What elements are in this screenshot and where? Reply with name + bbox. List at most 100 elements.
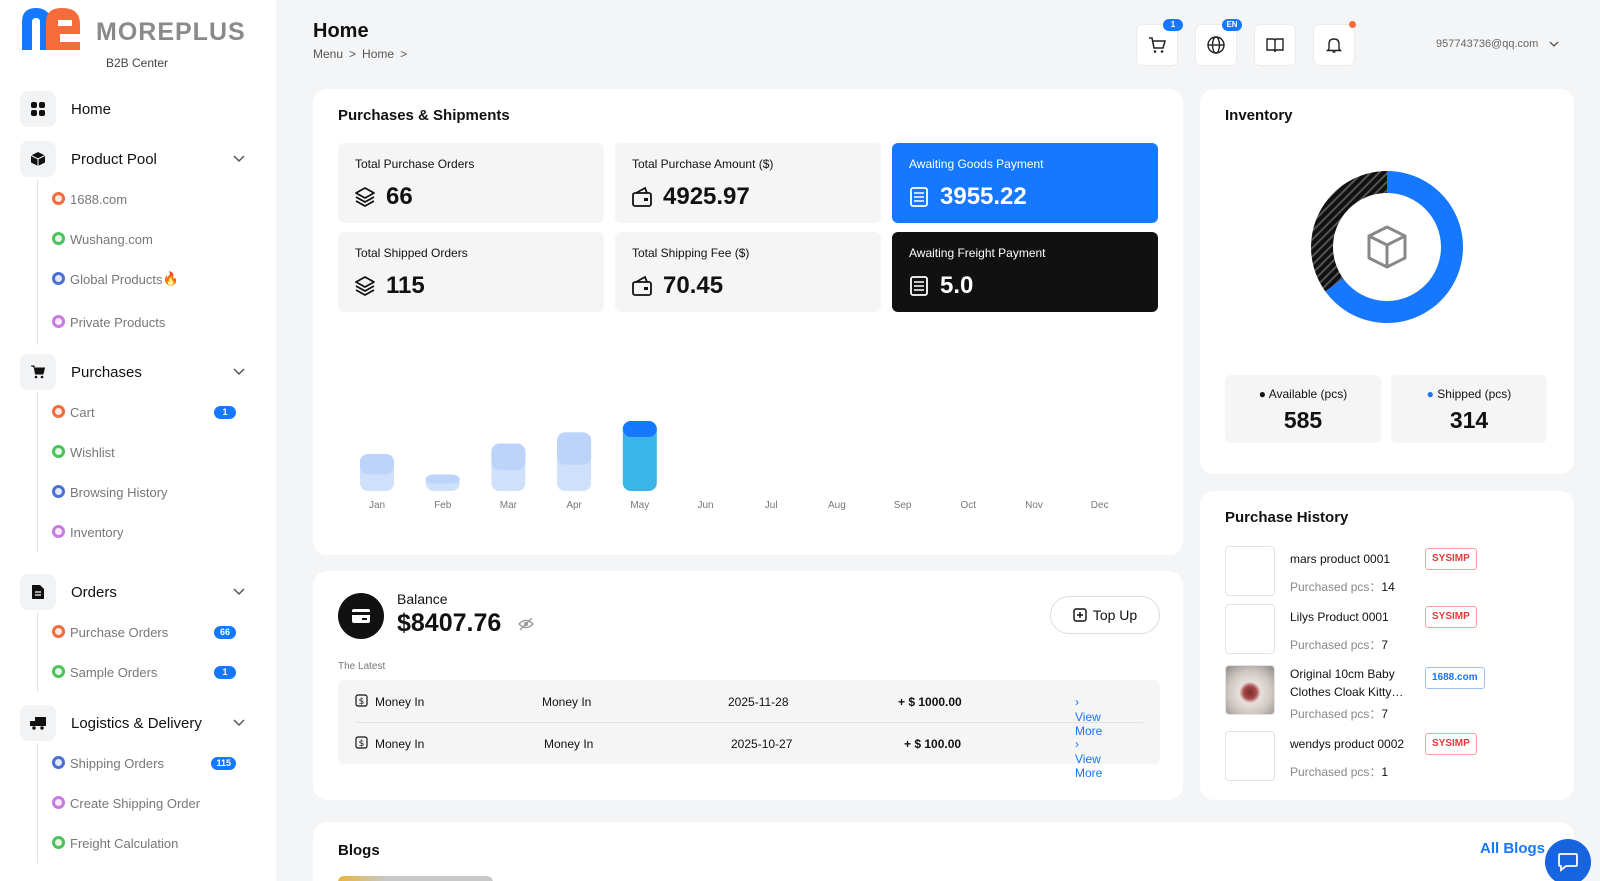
bell-icon xyxy=(1325,38,1343,53)
layers-icon xyxy=(355,276,375,296)
globe-icon xyxy=(1207,36,1225,54)
nav-item-global-products[interactable]: Global Products 🔥 xyxy=(38,259,256,299)
header-language-button[interactable]: EN xyxy=(1195,19,1242,66)
product-thumbnail xyxy=(1225,604,1275,654)
month-label-apr: Apr xyxy=(566,500,582,511)
balance-card: Balance $8407.76 Top Up The Latest $ Mon… xyxy=(313,571,1183,800)
dollar-icon: $ xyxy=(355,736,368,749)
divider xyxy=(355,722,1143,723)
bar-cap-feb xyxy=(425,474,460,484)
dollar-icon: $ xyxy=(355,694,368,707)
blogs-card: Blogs xyxy=(313,822,1574,881)
header-cart-button[interactable]: 1 xyxy=(1136,19,1183,66)
fire-icon: 🔥 xyxy=(162,271,179,286)
source-tag: SYSIMP xyxy=(1425,606,1477,628)
card-icon xyxy=(338,593,384,639)
nav-item-wishlist[interactable]: Wishlist xyxy=(38,432,256,472)
all-blogs-link[interactable]: All Blogs xyxy=(1480,840,1546,857)
nav-item-shipping-orders[interactable]: Shipping Orders 115 xyxy=(38,743,256,783)
bar-cap-mar xyxy=(491,443,526,470)
bar-may[interactable] xyxy=(622,421,657,491)
nav-product-pool-header[interactable]: Product Pool xyxy=(20,139,256,179)
stat-awaiting-freight-payment[interactable]: Awaiting Freight Payment 5.0 xyxy=(892,232,1158,312)
source-tag: SYSIMP xyxy=(1425,733,1477,755)
user-menu[interactable]: 957743736@qq.com xyxy=(1436,38,1560,50)
stat-total-purchase-orders[interactable]: Total Purchase Orders 66 xyxy=(338,143,604,223)
nav-item-freight-calculation[interactable]: Freight Calculation xyxy=(38,823,256,863)
nav-logistics-header[interactable]: Logistics & Delivery xyxy=(20,703,256,743)
month-label-feb: Feb xyxy=(434,500,452,511)
bar-cap-may xyxy=(622,421,657,437)
card-title: Inventory xyxy=(1225,107,1293,124)
chevron-down-icon[interactable] xyxy=(232,584,246,598)
stat-total-shipping-fee[interactable]: Total Shipping Fee ($) 70.45 xyxy=(615,232,881,312)
month-label-jun: Jun xyxy=(697,500,713,511)
nav-orders-label: Orders xyxy=(71,583,117,601)
breadcrumb-separator: > xyxy=(349,47,357,61)
breadcrumb-home[interactable]: Home xyxy=(362,47,395,61)
bullet-icon xyxy=(52,665,65,678)
transaction-row[interactable]: $ Money In Money In 2025-10-27 + $ 100.0… xyxy=(338,722,1160,780)
stat-total-shipped-orders[interactable]: Total Shipped Orders 115 xyxy=(338,232,604,312)
eye-off-icon[interactable] xyxy=(518,617,535,631)
view-more-link[interactable]: View More › xyxy=(1075,695,1103,738)
wallet-icon xyxy=(632,275,652,296)
nav-item-wushang[interactable]: Wushang.com xyxy=(38,219,256,259)
card-title: Purchases & Shipments xyxy=(338,107,510,124)
nav-item-inventory[interactable]: Inventory xyxy=(38,512,256,552)
nav-orders-header[interactable]: Orders xyxy=(20,572,256,612)
stat-awaiting-goods-payment[interactable]: Awaiting Goods Payment 3955.22 xyxy=(892,143,1158,223)
nav-item-private-products[interactable]: Private Products xyxy=(38,299,256,345)
bullet-icon xyxy=(52,625,65,638)
card-title: Blogs xyxy=(338,842,380,859)
nav-item-sample-orders[interactable]: Sample Orders 1 xyxy=(38,652,256,692)
bullet-icon xyxy=(52,485,65,498)
notification-dot xyxy=(1349,21,1356,28)
nav-item-browsing-history[interactable]: Browsing History xyxy=(38,472,256,512)
breadcrumb-menu[interactable]: Menu xyxy=(313,47,344,61)
nav-item-create-shipping-order[interactable]: Create Shipping Order xyxy=(38,783,256,823)
month-label-nov: Nov xyxy=(1025,500,1043,511)
product-thumbnail xyxy=(1225,546,1275,596)
purchase-history-item[interactable]: Original 10cm Baby Clothes Cloak Kitty… … xyxy=(1225,665,1545,721)
top-up-button[interactable]: Top Up xyxy=(1050,596,1160,634)
chevron-down-icon[interactable] xyxy=(232,151,246,165)
purchase-history-item[interactable]: Lilys Product 0001 Purchased pcs：7 SYSIM… xyxy=(1225,604,1545,654)
view-more-link[interactable]: View More › xyxy=(1075,737,1103,780)
nav-item-purchase-orders[interactable]: Purchase Orders 66 xyxy=(38,612,256,652)
svg-text:$: $ xyxy=(359,697,365,707)
count-badge: 115 xyxy=(211,757,236,770)
layers-icon xyxy=(355,187,375,207)
cart-icon xyxy=(1149,37,1166,53)
brand-logo[interactable]: MOREPLUS B2B Center xyxy=(20,6,260,72)
header-guide-button[interactable] xyxy=(1254,24,1296,66)
nav-purchases: Purchases Cart 1 Wishlist Browsing Histor… xyxy=(20,352,256,552)
svg-text:$: $ xyxy=(359,739,365,749)
card-title: Purchase History xyxy=(1225,509,1349,526)
transaction-row[interactable]: $ Money In Money In 2025-11-28 + $ 1000.… xyxy=(338,680,1160,738)
breadcrumb-separator: > xyxy=(400,47,408,61)
purchase-history-item[interactable]: wendys product 0002 Purchased pcs：1 SYSI… xyxy=(1225,731,1545,781)
breadcrumb: Menu > Home > xyxy=(313,47,407,61)
chevron-down-icon xyxy=(1549,41,1559,47)
chat-button[interactable] xyxy=(1545,839,1591,881)
chevron-down-icon[interactable] xyxy=(232,715,246,729)
bullet-icon xyxy=(52,232,65,245)
stat-total-purchase-amount[interactable]: Total Purchase Amount ($) 4925.97 xyxy=(615,143,881,223)
purchase-history-item[interactable]: mars product 0001 Purchased pcs：14 SYSIM… xyxy=(1225,546,1545,596)
month-label-jan: Jan xyxy=(369,500,385,511)
month-label-jul: Jul xyxy=(765,500,778,511)
nav-home[interactable]: Home xyxy=(20,89,256,129)
chevron-down-icon[interactable] xyxy=(232,364,246,378)
nav-item-1688[interactable]: 1688.com xyxy=(38,179,256,219)
bullet-icon xyxy=(52,836,65,849)
nav-purchases-header[interactable]: Purchases xyxy=(20,352,256,392)
header-notification-button[interactable] xyxy=(1313,21,1356,66)
month-label-sep: Sep xyxy=(894,500,912,511)
box-icon xyxy=(20,141,56,177)
month-label-oct: Oct xyxy=(961,500,977,511)
nav-item-cart[interactable]: Cart 1 xyxy=(38,392,256,432)
blog-thumbnail[interactable] xyxy=(338,876,493,881)
inventory-available: ● Available (pcs) 585 xyxy=(1225,375,1381,443)
nav-purchases-label: Purchases xyxy=(71,363,142,381)
